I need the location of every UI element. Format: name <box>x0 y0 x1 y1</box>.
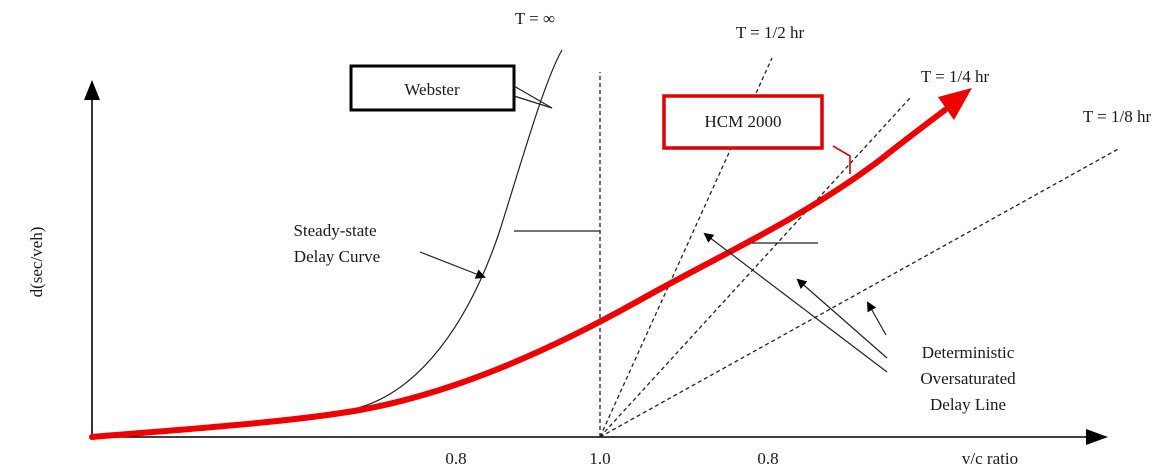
steady-state-label-line1: Steady-state <box>293 221 376 240</box>
hcm-curve-arrowhead <box>938 88 972 120</box>
deterministic-arrow-eighth <box>867 301 887 336</box>
hcm-2000-label: HCM 2000 <box>705 112 782 131</box>
deterministic-label-line2: Oversaturated <box>920 369 1016 388</box>
deterministic-arrow-half <box>703 232 888 373</box>
steady-state-label-line2: Delay Curve <box>294 247 380 266</box>
label-t-eighth-hr: T = 1/8 hr <box>1083 107 1152 126</box>
x-axis-label: v/c ratio <box>962 449 1018 468</box>
deterministic-label-line3: Delay Line <box>930 395 1006 414</box>
webster-callout-upper <box>513 85 553 109</box>
hcm-2000-box <box>662 94 824 150</box>
label-t-infinity: T = ∞ <box>515 9 555 28</box>
hcm-callout <box>832 145 851 174</box>
deterministic-label-line1: Deterministic <box>922 343 1015 362</box>
steady-state-arrow <box>419 251 486 279</box>
y-axis-label: d(sec/veh) <box>27 227 46 298</box>
hcm-2000-curve <box>89 107 948 440</box>
x-tick-0-8-right: 0.8 <box>757 449 778 468</box>
webster-callout-lower <box>513 95 553 109</box>
deterministic-arrow-quarter <box>796 278 888 359</box>
label-t-quarter-hr: T = 1/4 hr <box>921 67 990 86</box>
webster-box <box>349 64 516 112</box>
label-t-half-hr: T = 1/2 hr <box>736 23 805 42</box>
x-tick-1-0: 1.0 <box>589 449 610 468</box>
x-tick-0-8-left: 0.8 <box>445 449 466 468</box>
delay-line-eighth-hr <box>599 147 1121 438</box>
webster-label: Webster <box>404 80 460 99</box>
x-axis-arrowhead <box>1086 429 1108 445</box>
y-axis-arrowhead <box>84 80 100 100</box>
